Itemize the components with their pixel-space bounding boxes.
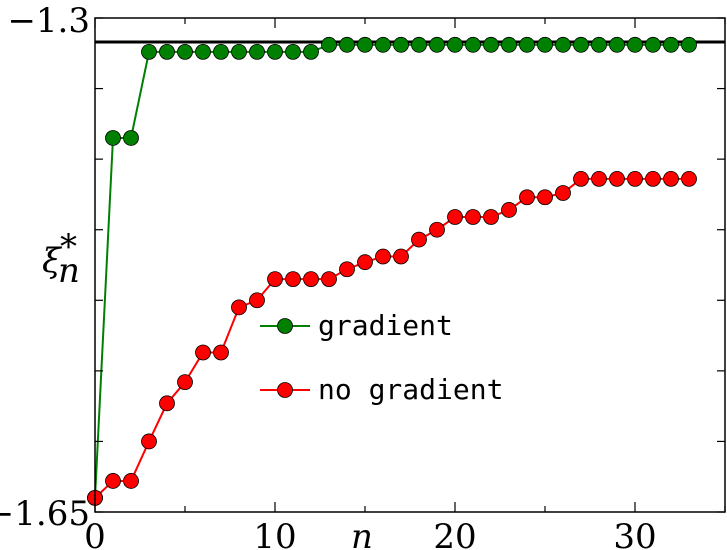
data-point-no-gradient — [177, 374, 193, 391]
data-point-gradient — [195, 43, 211, 60]
data-point-gradient — [375, 36, 391, 53]
data-point-gradient — [321, 36, 337, 53]
data-point-no-gradient — [393, 248, 409, 265]
x-tick-labels: 0 10 20 30 — [84, 517, 656, 550]
series-gradient — [87, 36, 697, 506]
series-no-gradient — [87, 171, 697, 506]
data-point-no-gradient — [609, 171, 625, 187]
y-axis-label: ξ * n — [42, 227, 80, 291]
data-point-gradient — [429, 36, 445, 53]
data-point-no-gradient — [339, 261, 355, 278]
data-point-gradient — [627, 36, 643, 53]
data-point-gradient — [537, 36, 553, 53]
x-axis-label: n — [351, 517, 373, 550]
data-point-no-gradient — [645, 171, 661, 187]
data-point-no-gradient — [627, 171, 643, 187]
data-point-gradient — [303, 43, 319, 60]
data-point-gradient — [393, 36, 409, 53]
data-point-no-gradient — [267, 271, 283, 288]
series-layer — [87, 36, 697, 506]
data-point-no-gradient — [591, 171, 607, 187]
legend-gradient-label: gradient — [318, 309, 453, 342]
data-point-no-gradient — [357, 254, 373, 271]
data-point-no-gradient — [375, 248, 391, 265]
legend-no-gradient-label: no gradient — [318, 373, 503, 406]
data-point-gradient — [555, 36, 571, 53]
data-point-gradient — [213, 43, 229, 60]
data-point-gradient — [663, 36, 679, 53]
data-point-no-gradient — [681, 171, 697, 187]
data-point-no-gradient — [123, 473, 139, 489]
data-point-gradient — [645, 36, 661, 53]
y-axis-label-subscript: n — [58, 251, 80, 291]
legend-gradient-marker — [277, 318, 293, 334]
data-point-gradient — [591, 36, 607, 53]
x-tick-label: 20 — [433, 517, 476, 550]
data-point-gradient — [501, 36, 517, 53]
data-point-no-gradient — [303, 271, 319, 288]
data-point-no-gradient — [231, 299, 247, 316]
data-point-no-gradient — [429, 221, 445, 238]
data-point-gradient — [357, 36, 373, 53]
data-point-no-gradient — [573, 171, 589, 187]
data-point-no-gradient — [411, 231, 427, 248]
data-point-gradient — [105, 130, 121, 146]
data-point-no-gradient — [483, 209, 499, 225]
data-point-no-gradient — [465, 209, 481, 225]
y-tick-label-top: −1.3 — [7, 1, 90, 41]
data-point-no-gradient — [501, 202, 517, 218]
series-line-gradient — [94, 43, 689, 498]
y-tick-label-bottom: −1.65 — [0, 494, 90, 534]
data-point-no-gradient — [555, 185, 571, 201]
data-point-no-gradient — [447, 209, 463, 225]
data-point-no-gradient — [663, 171, 679, 187]
data-point-gradient — [411, 36, 427, 53]
data-point-gradient — [177, 43, 193, 60]
y-axis-label-main: ξ — [42, 241, 63, 281]
data-point-no-gradient — [141, 433, 157, 450]
data-point-gradient — [483, 36, 499, 53]
data-point-gradient — [465, 36, 481, 53]
data-point-gradient — [285, 43, 301, 60]
plot-background — [95, 18, 725, 512]
data-point-gradient — [339, 36, 355, 53]
x-tick-label: 10 — [253, 517, 296, 550]
data-point-gradient — [123, 130, 139, 146]
y-axis-label-superscript: * — [60, 227, 77, 267]
data-point-gradient — [249, 43, 265, 60]
data-point-no-gradient — [213, 344, 229, 361]
data-point-gradient — [573, 36, 589, 53]
legend-no-gradient-marker — [277, 382, 293, 398]
series-line-no-gradient — [94, 177, 689, 499]
data-point-gradient — [681, 36, 697, 53]
data-point-gradient — [231, 43, 247, 60]
data-point-gradient — [159, 43, 175, 60]
data-point-gradient — [447, 36, 463, 53]
data-point-no-gradient — [537, 189, 553, 206]
data-point-gradient — [267, 43, 283, 60]
data-point-gradient — [519, 36, 535, 53]
x-tick-label: 30 — [613, 517, 656, 550]
data-point-no-gradient — [249, 292, 265, 309]
data-point-no-gradient — [285, 271, 301, 288]
data-point-no-gradient — [195, 344, 211, 361]
data-point-gradient — [609, 36, 625, 53]
legend: gradient no gradient — [260, 309, 503, 406]
data-point-gradient — [141, 43, 157, 60]
plot-frame — [94, 17, 726, 513]
data-point-no-gradient — [105, 473, 121, 489]
data-point-no-gradient — [519, 189, 535, 206]
x-tick-label: 0 — [84, 517, 106, 550]
data-point-no-gradient — [321, 271, 337, 288]
data-point-no-gradient — [159, 395, 175, 412]
